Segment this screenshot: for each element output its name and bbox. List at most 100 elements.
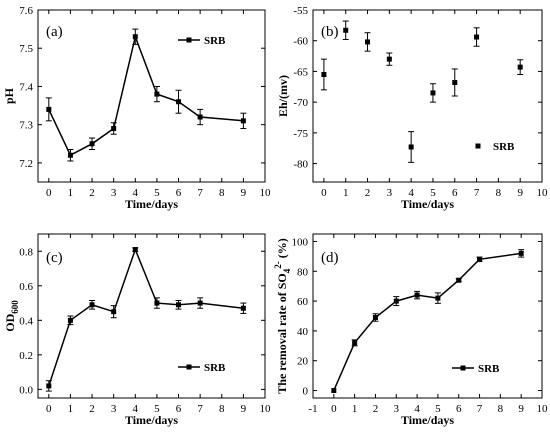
legend-label: SRB	[493, 141, 515, 153]
y-tick-label: 0.2	[19, 350, 33, 362]
x-tick-label: 7	[474, 187, 480, 199]
legend-label: SRB	[204, 35, 226, 47]
series-srb	[45, 28, 247, 162]
data-point	[197, 300, 203, 306]
y-tick-label: 0	[303, 386, 309, 398]
x-tick-label: 3	[111, 403, 117, 415]
y-axis-label: Eh/(mv)	[276, 75, 290, 117]
plot-frame	[37, 233, 266, 399]
panel-a: (a) 0 1 2 3 4 5 6 7 8 9 10 7.2 7.3 7.4 7.5 7.6 Time/days p…	[2, 5, 271, 211]
data-point	[154, 300, 160, 306]
data-point	[414, 292, 420, 298]
x-tick-label: 2	[89, 403, 95, 415]
x-tick-label: 9	[518, 403, 524, 415]
data-point	[321, 72, 327, 77]
legend-marker	[186, 364, 192, 370]
y-tick-label: 80	[297, 266, 309, 278]
series-srb	[320, 20, 524, 163]
x-tick-label: 0	[331, 403, 337, 415]
x-tick-label: 10	[537, 187, 549, 199]
y-axis-label: The removal rate of SO42- (%)	[273, 238, 292, 393]
x-tick-label: -1	[308, 403, 317, 415]
legend: SRB	[178, 362, 226, 374]
y-label-superscript: 2-	[273, 261, 283, 269]
x-tick-label: 10	[537, 403, 549, 415]
y-axis-label: OD600	[3, 300, 20, 332]
x-tick-label: 5	[430, 187, 436, 199]
legend-marker	[475, 143, 481, 149]
data-point	[67, 317, 73, 323]
plot-frame	[37, 9, 266, 183]
data-point	[430, 90, 436, 96]
y-label-main: OD	[3, 313, 17, 331]
y-tick-label: 20	[297, 356, 309, 368]
data-point	[365, 39, 371, 45]
x-tick-label: 6	[176, 403, 182, 415]
x-tick-label: 2	[373, 403, 379, 415]
x-tick-label: 7	[197, 403, 203, 415]
x-tick-label: 0	[321, 187, 327, 199]
panel-label: (c)	[46, 250, 63, 266]
x-axis-label: Time/days	[125, 197, 178, 211]
x-tick-label: 9	[517, 187, 523, 199]
y-tick-label: 100	[292, 236, 309, 248]
y-tick-label: 0.6	[19, 281, 33, 293]
panel-label: (d)	[321, 250, 339, 266]
x-axis-label: Time/days	[125, 413, 178, 427]
data-point	[176, 302, 182, 308]
y-tick-label: -70	[293, 97, 308, 109]
data-point	[89, 141, 95, 147]
data-point	[132, 34, 138, 40]
x-axis-label: Time/days	[401, 197, 454, 211]
x-tick-label: 8	[219, 187, 225, 199]
x-tick-label: 6	[452, 187, 458, 199]
x-tick-label: 8	[498, 403, 504, 415]
data-point	[132, 247, 138, 253]
panel-label: (b)	[321, 24, 339, 40]
x-tick-label: 1	[68, 187, 74, 199]
panel-b: (b) 0 1 2 3 4 5 6 7 8 9 10 -80 -75 -70 -65 -60 -55 Time/da…	[276, 5, 548, 211]
data-point	[386, 56, 392, 62]
x-tick-label: 3	[394, 403, 400, 415]
legend-marker	[460, 365, 466, 371]
x-tick-label: 4	[408, 187, 414, 199]
data-point	[331, 388, 337, 394]
series-srb	[331, 249, 525, 394]
y-tick-label: -55	[293, 5, 308, 17]
data-point	[456, 277, 462, 283]
data-point	[89, 302, 95, 308]
x-tick-label: 5	[154, 403, 160, 415]
data-point	[197, 114, 203, 120]
y-label-subscript: 4	[282, 268, 292, 273]
data-point	[343, 27, 349, 33]
y-tick-label: 0.4	[19, 315, 33, 327]
x-tick-label: 1	[343, 187, 349, 199]
x-tick-label: 9	[241, 403, 247, 415]
x-tick-label: 4	[414, 403, 420, 415]
x-tick-label: 9	[241, 187, 247, 199]
data-point	[452, 79, 458, 85]
x-tick-label: 3	[111, 187, 117, 199]
x-tick-label: 0	[46, 403, 52, 415]
data-point	[477, 256, 483, 262]
x-tick-label: 6	[176, 187, 182, 199]
data-point	[111, 125, 117, 131]
legend-label: SRB	[478, 363, 500, 375]
x-tick-label: 2	[89, 187, 95, 199]
x-tick-label: 1	[352, 403, 358, 415]
y-tick-label: 7.3	[19, 120, 33, 132]
y-tick-label: 7.5	[19, 43, 33, 55]
x-tick-label: 10	[260, 187, 272, 199]
data-point	[372, 314, 378, 320]
x-tick-label: 5	[435, 403, 441, 415]
panel-label: (a)	[46, 24, 63, 40]
series-srb	[45, 247, 247, 392]
y-tick-label: 0.8	[19, 246, 33, 258]
legend-marker	[186, 37, 192, 43]
data-point	[46, 106, 52, 112]
y-tick-label: 7.6	[19, 5, 33, 17]
plot-frame	[312, 9, 543, 183]
x-tick-label: 8	[219, 403, 225, 415]
plot-frame	[312, 233, 543, 399]
